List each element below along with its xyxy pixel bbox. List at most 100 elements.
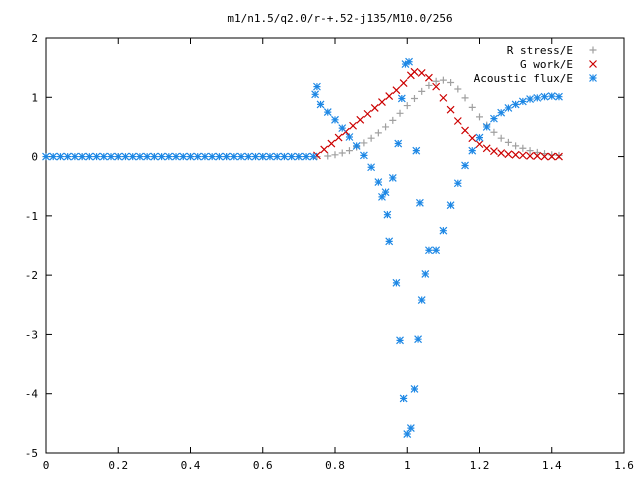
data-point (201, 152, 209, 161)
legend-label: G work/E (520, 58, 573, 71)
data-point (222, 152, 231, 161)
data-point (349, 121, 357, 130)
data-point (461, 161, 469, 170)
data-point (273, 152, 282, 161)
data-point (49, 152, 58, 161)
data-point (511, 100, 520, 109)
data-point (56, 152, 65, 161)
data-point (331, 115, 339, 124)
data-point (526, 152, 534, 160)
y-tick-label: -4 (25, 388, 39, 401)
data-point (78, 152, 87, 161)
data-point (331, 151, 339, 159)
data-point (512, 142, 520, 150)
y-tick-label: -3 (25, 328, 38, 341)
data-point (320, 145, 329, 154)
data-point (533, 93, 542, 102)
data-point (412, 146, 421, 155)
x-tick-label: 0.8 (325, 459, 345, 472)
data-point (99, 152, 108, 161)
y-tick-label: 2 (31, 32, 38, 45)
data-point (360, 139, 368, 147)
data-point (454, 85, 462, 93)
data-point (406, 424, 415, 433)
data-point (313, 82, 321, 91)
data-point (475, 133, 484, 142)
x-tick-label: 0.4 (181, 459, 201, 472)
data-point (439, 226, 448, 235)
data-point (540, 152, 549, 161)
data-point (432, 77, 440, 85)
data-point (439, 93, 448, 102)
data-point (453, 117, 462, 125)
data-point (403, 102, 411, 110)
data-point (85, 152, 94, 161)
y-tick-label: -2 (25, 269, 38, 282)
data-point (287, 152, 296, 161)
data-point (439, 76, 447, 84)
data-point (504, 138, 512, 146)
data-point (394, 139, 403, 148)
data-point (410, 67, 419, 76)
data-point (446, 105, 455, 114)
x-tick-label: 1.2 (470, 459, 490, 472)
data-point (410, 385, 419, 393)
data-point (519, 144, 527, 152)
data-point (518, 97, 527, 106)
data-point (352, 141, 361, 150)
data-point (403, 430, 412, 438)
data-point (432, 82, 441, 91)
data-point (425, 73, 433, 82)
data-point (392, 278, 401, 287)
data-point (323, 108, 332, 117)
data-point (497, 149, 506, 157)
data-point (370, 104, 379, 112)
data-point (311, 90, 320, 99)
data-point (385, 237, 394, 246)
data-point (157, 152, 166, 161)
data-point (136, 152, 144, 161)
data-point (382, 123, 390, 131)
data-point (555, 152, 563, 161)
y-tick-label: 1 (31, 91, 38, 104)
data-point (309, 152, 318, 161)
data-point (208, 152, 217, 161)
data-point (121, 152, 130, 161)
x-tick-label: 1 (404, 459, 411, 472)
data-point (143, 152, 152, 161)
data-point (388, 173, 397, 182)
data-point (415, 198, 424, 207)
chart-title: m1/n1.5/q2.0/r-+.52-j135/M10.0/256 (227, 12, 452, 25)
data-point (324, 152, 332, 160)
data-point (237, 152, 245, 161)
y-tick-label: -5 (25, 447, 38, 460)
data-point (345, 133, 354, 141)
data-point (490, 147, 498, 156)
data-point (107, 152, 115, 161)
data-point (327, 139, 336, 148)
data-point (468, 134, 477, 143)
data-point (421, 270, 430, 278)
data-point (186, 152, 195, 161)
data-point (497, 108, 506, 117)
data-point (385, 92, 394, 101)
data-point (128, 152, 137, 161)
data-point (179, 152, 188, 161)
data-point (215, 152, 224, 161)
data-point (374, 178, 383, 186)
axis-ticks: 0 0.2 0.4 0.6 0.8 1 1.2 1.4 1.6 2 1 0 -1 -2 -3 -4 -5 (25, 32, 634, 472)
data-point (164, 152, 173, 161)
data-point (504, 150, 513, 159)
x-tick-label: 0.2 (108, 459, 128, 472)
series-2 (42, 57, 563, 438)
data-point (425, 81, 433, 89)
data-point (490, 114, 498, 123)
data-point (511, 150, 520, 159)
legend-label: R stress/E (507, 44, 573, 57)
legend-marker (589, 74, 597, 82)
data-point (468, 146, 477, 155)
data-point (258, 152, 267, 161)
data-point (461, 94, 469, 102)
data-point (345, 147, 353, 155)
